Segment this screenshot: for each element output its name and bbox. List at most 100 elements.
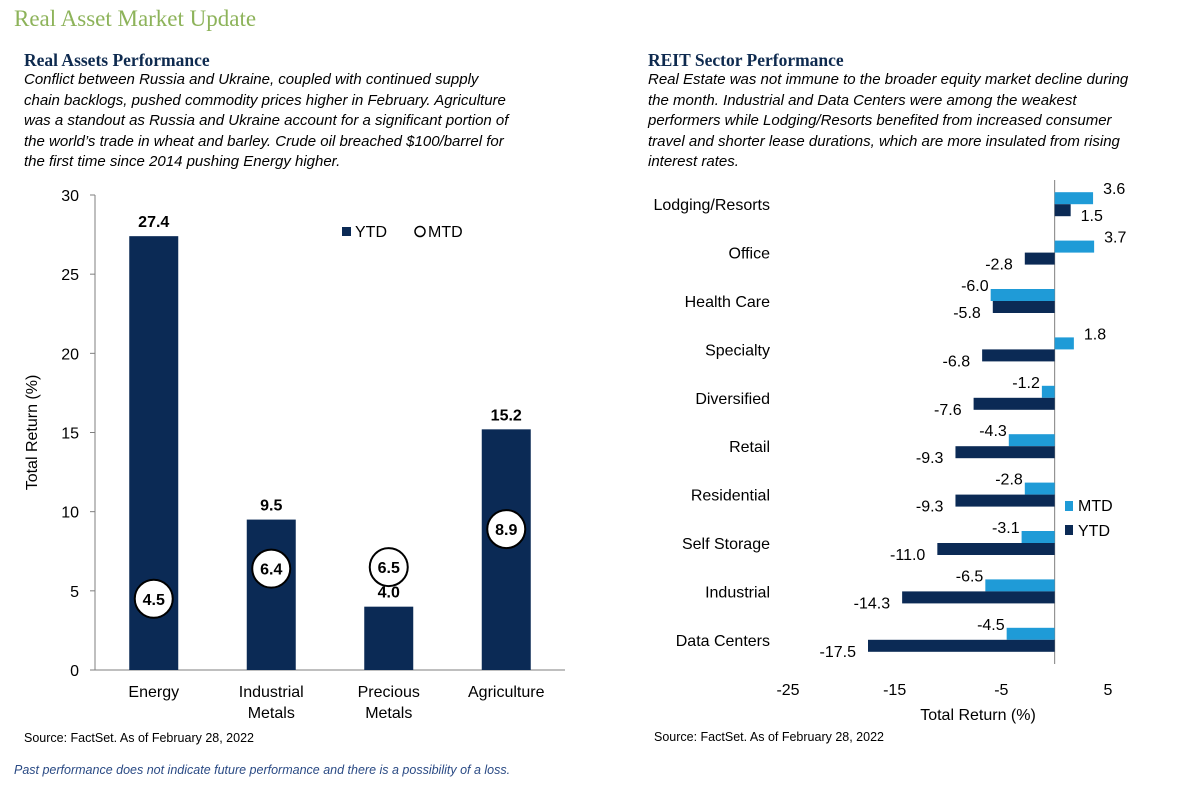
description-line: performers while Lodging/Resorts benefit…: [648, 112, 1112, 129]
x-tick-label: 5: [1104, 682, 1113, 699]
ytd-data-label: -5.8: [953, 305, 981, 322]
y-tick-label: 0: [70, 663, 79, 680]
ytd-data-label: 1.5: [1081, 208, 1103, 225]
category-label: Self Storage: [682, 536, 770, 553]
ytd-bar: [955, 494, 1055, 507]
reit-source: Source: FactSet. As of February 28, 2022: [654, 730, 884, 744]
x-tick-label: Metals: [365, 705, 412, 722]
ytd-bar: [364, 606, 414, 670]
category-label: Health Care: [685, 294, 770, 311]
ytd-data-label: -2.8: [985, 257, 1013, 274]
reit-sector-bar-chart: Lodging/Resorts 3.61.5 Office 3.7 -2.8 Health…: [653, 180, 1126, 724]
mtd-data-label: 3.6: [1103, 181, 1125, 198]
category-label: Retail: [729, 439, 770, 456]
real-assets-bar-chart: 0 5 10 15 20 25 30 Total Return (%) 27.4 4.5 Energ…: [24, 188, 565, 722]
x-tick-label: Industrial: [239, 684, 304, 701]
mtd-data-label: -6.5: [956, 568, 984, 585]
category-label: Lodging/Resorts: [653, 197, 770, 214]
mtd-data-label: 3.7: [1104, 230, 1126, 247]
ytd-data-label: -9.3: [916, 499, 944, 516]
mtd-marker: [368, 547, 409, 588]
legend-ytd-label: YTD: [355, 224, 387, 241]
x-tick-label: -25: [776, 682, 799, 699]
x-tick-label: Energy: [128, 684, 179, 701]
mtd-data-label: -4.3: [979, 423, 1007, 440]
ytd-bar: [246, 519, 296, 670]
ytd-data-label: 9.5: [260, 498, 282, 515]
ytd-data-label: -9.3: [916, 450, 944, 467]
mtd-data-label: -2.8: [995, 472, 1023, 489]
category-label: Diversified: [695, 391, 770, 408]
description-line: Conflict between Russia and Ukraine, cou…: [24, 71, 479, 88]
ytd-bar: [973, 397, 1055, 410]
x-tick-label: -5: [994, 682, 1008, 699]
ytd-bar: [955, 446, 1055, 459]
legend-ytd-label: YTD: [1078, 523, 1110, 540]
y-axis-title: Total Return (%): [24, 375, 41, 491]
reit-title: REIT Sector Performance: [648, 50, 844, 70]
legend-ytd-swatch: [1065, 525, 1073, 535]
mtd-marker: [486, 509, 527, 550]
mtd-data-label: 4.5: [143, 592, 165, 609]
disclaimer: Past performance does not indicate futur…: [14, 763, 511, 777]
page-title: Real Asset Market Update: [14, 6, 257, 31]
reit-description: Real Estate was not immune to the broade…: [648, 70, 1193, 173]
mtd-data-label: -1.2: [1012, 375, 1040, 392]
mtd-data-label: 6.4: [260, 562, 282, 579]
ytd-bar: [1024, 252, 1055, 265]
ytd-bar: [481, 429, 531, 670]
mtd-bar: [1054, 240, 1095, 253]
mtd-data-label: -4.5: [977, 617, 1005, 634]
mtd-data-label: -6.0: [961, 278, 989, 295]
mtd-bar: [1054, 337, 1074, 350]
real-assets-title: Real Assets Performance: [24, 50, 210, 70]
description-line: the world’s trade in wheat and barley. C…: [24, 132, 504, 150]
y-tick-label: 30: [61, 188, 79, 205]
ytd-data-label: 15.2: [491, 407, 522, 424]
mtd-bar: [1021, 531, 1055, 543]
category-label: Office: [729, 246, 771, 263]
mtd-bar: [1008, 434, 1055, 447]
description-line: chain backlogs, pushed commodity prices …: [24, 91, 506, 109]
mtd-marker: [251, 548, 292, 589]
x-tick-label: Agriculture: [468, 684, 545, 701]
x-axis-title: Total Return (%): [920, 707, 1036, 724]
x-tick-label: Metals: [248, 705, 295, 722]
legend-mtd-label: MTD: [1078, 498, 1113, 515]
category-label: Industrial: [705, 584, 770, 601]
ytd-data-label: 27.4: [138, 214, 169, 231]
mtd-data-label: 8.9: [495, 522, 517, 539]
category-label: Residential: [691, 488, 770, 505]
description-line: Real Estate was not immune to the broade…: [648, 71, 1129, 88]
mtd-bar: [1041, 385, 1055, 398]
ytd-bar: [937, 543, 1055, 555]
ytd-bar: [868, 639, 1055, 652]
ytd-data-label: -7.6: [934, 402, 962, 419]
x-tick-label: -15: [883, 682, 906, 699]
ytd-bar: [992, 301, 1055, 313]
legend-mtd-swatch: [1065, 501, 1073, 511]
ytd-data-label: -17.5: [820, 644, 857, 661]
description-line: travel and shorter lease durations, whic…: [648, 132, 1120, 150]
mtd-bar: [985, 579, 1055, 592]
ytd-data-label: 4.0: [378, 585, 400, 602]
legend-mtd-marker: [414, 225, 426, 238]
ytd-data-label: -6.8: [943, 353, 971, 370]
ytd-data-label: -11.0: [890, 547, 925, 564]
y-tick-label: 5: [70, 584, 79, 601]
ytd-bar: [1054, 204, 1071, 217]
ytd-bar: [902, 591, 1055, 604]
ytd-bar: [982, 349, 1055, 362]
real-assets-description: Conflict between Russia and Ukraine, cou…: [24, 70, 584, 173]
mtd-bar: [1024, 482, 1055, 495]
mtd-bar: [990, 289, 1055, 301]
category-label: Specialty: [705, 342, 770, 359]
mtd-bar: [1006, 627, 1055, 640]
y-tick-label: 10: [61, 505, 79, 522]
x-tick-label: Precious: [358, 684, 420, 701]
category-label: Data Centers: [676, 633, 770, 650]
description-line: the first time since 2014 pushing Energy…: [24, 153, 341, 170]
y-tick-label: 25: [61, 267, 79, 284]
mtd-data-label: -3.1: [992, 520, 1020, 537]
legend-ytd-swatch: [342, 227, 351, 236]
